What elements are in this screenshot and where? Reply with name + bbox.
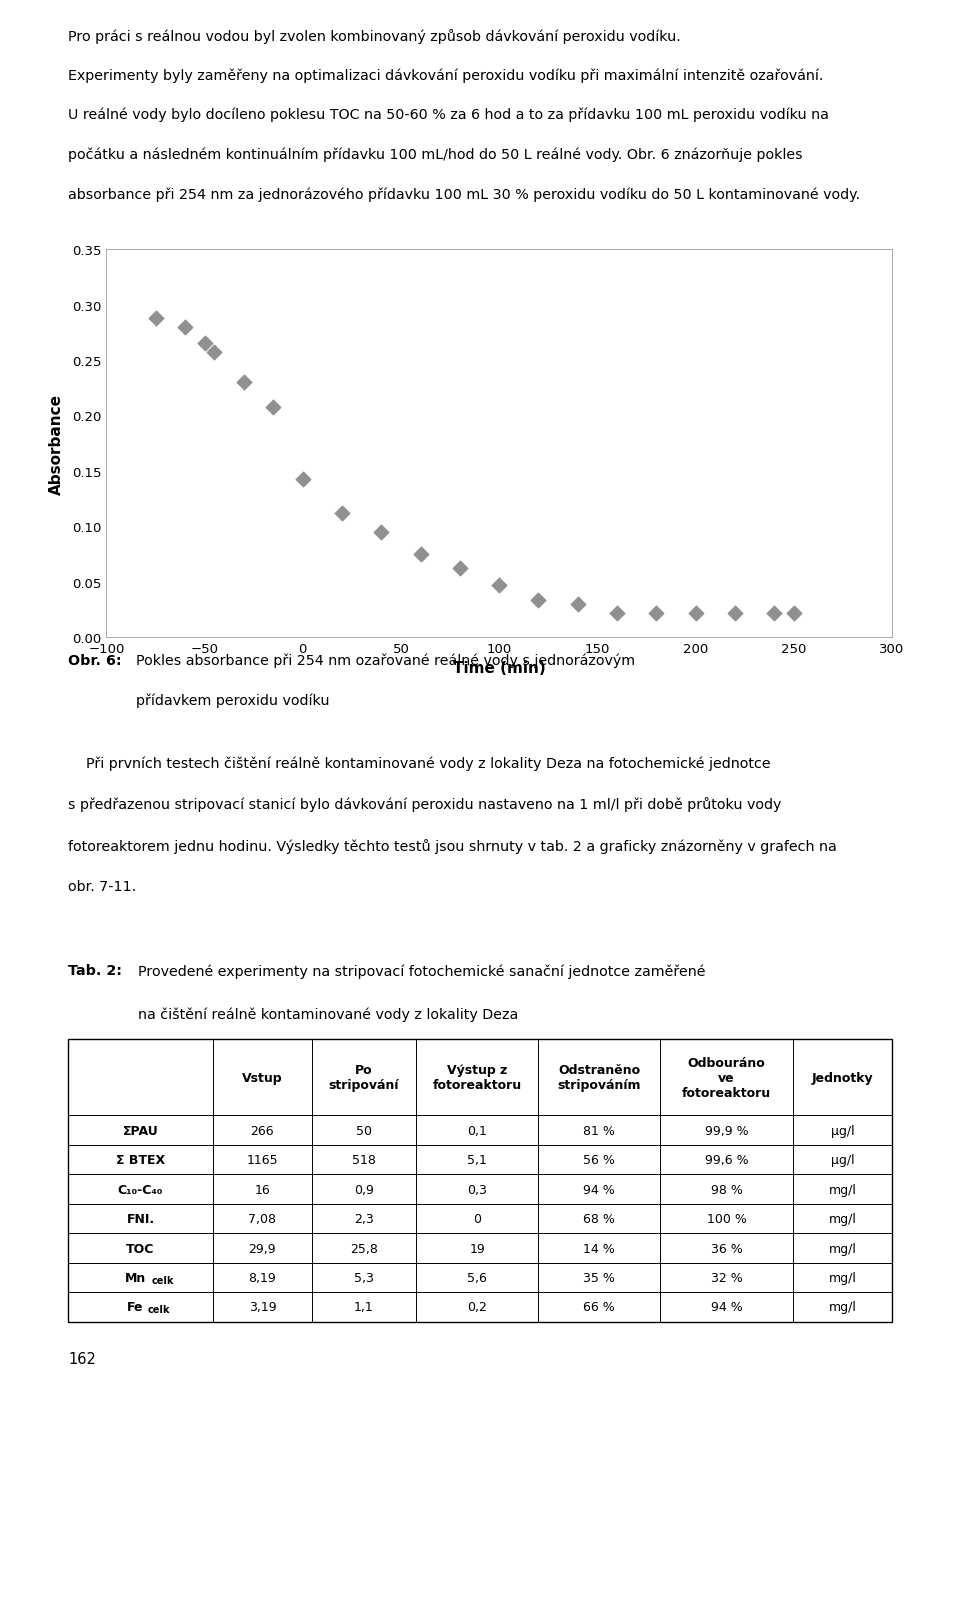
Text: 2,3: 2,3 xyxy=(354,1212,373,1225)
Text: Pokles absorbance při 254 nm ozařované reálné vody s jednorázovým: Pokles absorbance při 254 nm ozařované r… xyxy=(128,654,636,668)
Point xyxy=(413,542,428,568)
Text: s předřazenou stripovací stanicí bylo dávkování peroxidu nastaveno na 1 ml/l při: s předřazenou stripovací stanicí bylo dá… xyxy=(68,797,781,812)
Text: 16: 16 xyxy=(254,1183,271,1196)
Text: 0: 0 xyxy=(473,1212,481,1225)
Point xyxy=(197,331,212,357)
Text: Experimenty byly zaměřeny na optimalizaci dávkování peroxidu vodíku při maximáln: Experimenty byly zaměřeny na optimalizac… xyxy=(68,68,824,82)
Y-axis label: Absorbance: Absorbance xyxy=(49,394,63,494)
Text: 35 %: 35 % xyxy=(583,1272,615,1285)
Text: Fe: Fe xyxy=(128,1301,144,1314)
Text: 0,1: 0,1 xyxy=(468,1123,487,1136)
Text: 19: 19 xyxy=(469,1241,485,1254)
Point xyxy=(570,591,586,617)
Text: Vstup: Vstup xyxy=(242,1072,282,1085)
Text: 14 %: 14 % xyxy=(583,1241,614,1254)
Text: mg/l: mg/l xyxy=(828,1183,856,1196)
Point xyxy=(178,315,193,341)
Text: μg/l: μg/l xyxy=(830,1154,854,1167)
Text: přídavkem peroxidu vodíku: přídavkem peroxidu vodíku xyxy=(128,694,330,709)
Point xyxy=(492,573,507,599)
Text: celk: celk xyxy=(147,1304,170,1315)
Text: 3,19: 3,19 xyxy=(249,1301,276,1314)
Text: 32 %: 32 % xyxy=(710,1272,742,1285)
Text: 162: 162 xyxy=(68,1351,96,1365)
Text: 8,19: 8,19 xyxy=(249,1272,276,1285)
Point xyxy=(266,394,281,420)
Text: fotoreaktorem jednu hodinu. Výsledky těchto testů jsou shrnuty v tab. 2 a grafic: fotoreaktorem jednu hodinu. Výsledky těc… xyxy=(68,838,837,854)
Text: 266: 266 xyxy=(251,1123,275,1136)
Text: Po
stripování: Po stripování xyxy=(328,1064,399,1091)
Text: 99,6 %: 99,6 % xyxy=(705,1154,749,1167)
Text: 0,9: 0,9 xyxy=(354,1183,373,1196)
Point xyxy=(373,520,389,546)
Text: 1,1: 1,1 xyxy=(354,1301,373,1314)
Text: Mn: Mn xyxy=(125,1272,146,1285)
Text: 5,3: 5,3 xyxy=(354,1272,373,1285)
Point xyxy=(236,370,252,395)
Text: 7,08: 7,08 xyxy=(249,1212,276,1225)
Text: 0,3: 0,3 xyxy=(468,1183,487,1196)
Text: 56 %: 56 % xyxy=(583,1154,615,1167)
Text: C₁₀-C₄₀: C₁₀-C₄₀ xyxy=(118,1183,163,1196)
Text: ΣPAU: ΣPAU xyxy=(123,1123,158,1136)
Text: absorbance při 254 nm za jednorázového přídavku 100 mL 30 % peroxidu vodíku do 5: absorbance při 254 nm za jednorázového p… xyxy=(68,187,860,202)
Text: 66 %: 66 % xyxy=(583,1301,614,1314)
Text: FNI.: FNI. xyxy=(127,1212,155,1225)
Text: Σ BTEX: Σ BTEX xyxy=(116,1154,165,1167)
Text: mg/l: mg/l xyxy=(828,1272,856,1285)
Text: 50: 50 xyxy=(356,1123,372,1136)
Text: 5,6: 5,6 xyxy=(468,1272,487,1285)
Text: Odstraněno
stripováním: Odstraněno stripováním xyxy=(557,1064,640,1091)
Text: 29,9: 29,9 xyxy=(249,1241,276,1254)
Point xyxy=(728,600,743,626)
Point xyxy=(610,600,625,626)
Point xyxy=(452,555,468,581)
Text: μg/l: μg/l xyxy=(830,1123,854,1136)
Point xyxy=(766,600,781,626)
Text: 94 %: 94 % xyxy=(710,1301,742,1314)
Point xyxy=(531,587,546,613)
Point xyxy=(649,600,664,626)
Text: 25,8: 25,8 xyxy=(350,1241,378,1254)
Text: U reálné vody bylo docíleno poklesu TOC na 50-60 % za 6 hod a to za přídavku 100: U reálné vody bylo docíleno poklesu TOC … xyxy=(68,108,828,123)
Text: 0,2: 0,2 xyxy=(468,1301,487,1314)
Text: mg/l: mg/l xyxy=(828,1212,856,1225)
Text: Výstup z
fotoreaktoru: Výstup z fotoreaktoru xyxy=(433,1064,521,1091)
X-axis label: Time (min): Time (min) xyxy=(453,660,545,676)
Point xyxy=(148,307,163,332)
Text: Jednotky: Jednotky xyxy=(812,1072,874,1085)
Text: 36 %: 36 % xyxy=(710,1241,742,1254)
Text: 1165: 1165 xyxy=(247,1154,278,1167)
Point xyxy=(334,500,349,526)
Text: Provedené experimenty na stripovací fotochemické sanační jednotce zaměřené: Provedené experimenty na stripovací foto… xyxy=(129,964,706,978)
Text: TOC: TOC xyxy=(127,1241,155,1254)
Text: obr. 7-11.: obr. 7-11. xyxy=(68,880,136,894)
Text: 100 %: 100 % xyxy=(707,1212,747,1225)
Text: mg/l: mg/l xyxy=(828,1241,856,1254)
Text: Pro práci s reálnou vodou byl zvolen kombinovaný způsob dávkování peroxidu vodík: Pro práci s reálnou vodou byl zvolen kom… xyxy=(68,29,681,44)
Point xyxy=(688,600,704,626)
Point xyxy=(295,466,310,492)
Text: mg/l: mg/l xyxy=(828,1301,856,1314)
Text: Odbouráno
ve
fotoreaktoru: Odbouráno ve fotoreaktoru xyxy=(682,1056,771,1099)
Text: Tab. 2:: Tab. 2: xyxy=(68,964,122,978)
Text: 68 %: 68 % xyxy=(583,1212,615,1225)
Point xyxy=(206,341,222,366)
Text: 94 %: 94 % xyxy=(583,1183,614,1196)
Point xyxy=(786,600,802,626)
Text: Při prvních testech čištění reálně kontaminované vody z lokality Deza na fotoche: Při prvních testech čištění reálně konta… xyxy=(68,755,771,770)
Text: celk: celk xyxy=(152,1275,174,1285)
Text: na čištění reálně kontaminované vody z lokality Deza: na čištění reálně kontaminované vody z l… xyxy=(129,1007,518,1022)
Text: 5,1: 5,1 xyxy=(468,1154,487,1167)
Text: 518: 518 xyxy=(352,1154,376,1167)
Text: počátku a následném kontinuálním přídavku 100 mL/hod do 50 L reálné vody. Obr. 6: počátku a následném kontinuálním přídavk… xyxy=(68,147,803,161)
Text: 99,9 %: 99,9 % xyxy=(705,1123,749,1136)
Text: 81 %: 81 % xyxy=(583,1123,615,1136)
Text: 98 %: 98 % xyxy=(710,1183,742,1196)
Text: Obr. 6:: Obr. 6: xyxy=(68,654,122,668)
